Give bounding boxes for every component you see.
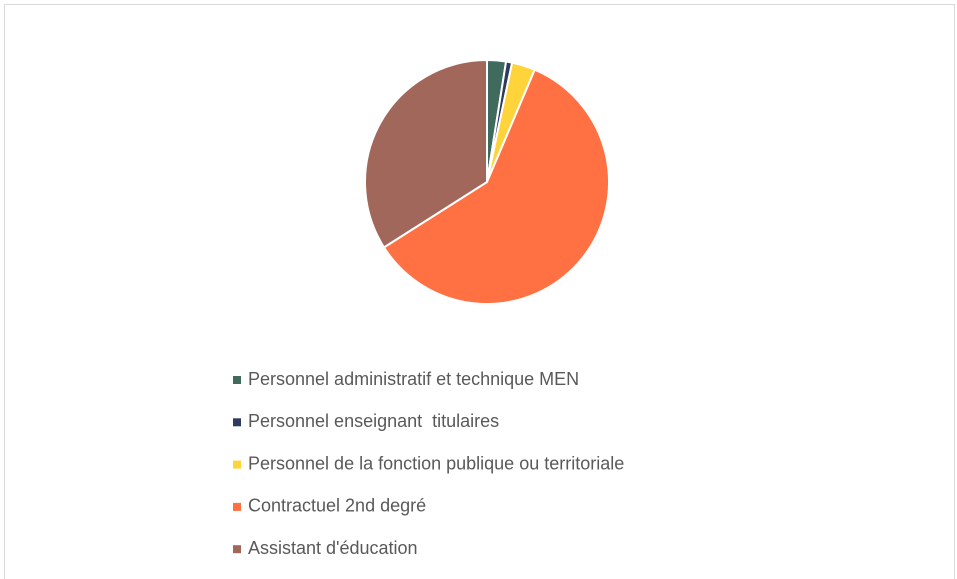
legend-label: Personnel de la fonction publique ou ter… <box>248 453 624 473</box>
legend-marker <box>233 376 241 384</box>
legend-marker <box>233 460 241 469</box>
legend-label: Personnel enseignant titulaires <box>248 411 499 431</box>
pie-slice <box>382 68 610 305</box>
legend-label: Contractuel 2nd degré <box>248 496 426 516</box>
legend-label: Assistant d'éducation <box>248 538 418 558</box>
pie-slice <box>364 58 488 249</box>
legend-marker <box>233 545 241 554</box>
legend-marker <box>233 502 241 511</box>
legend-label: Personnel administratif et technique MEN <box>248 369 579 389</box>
legend-marker <box>233 418 241 427</box>
